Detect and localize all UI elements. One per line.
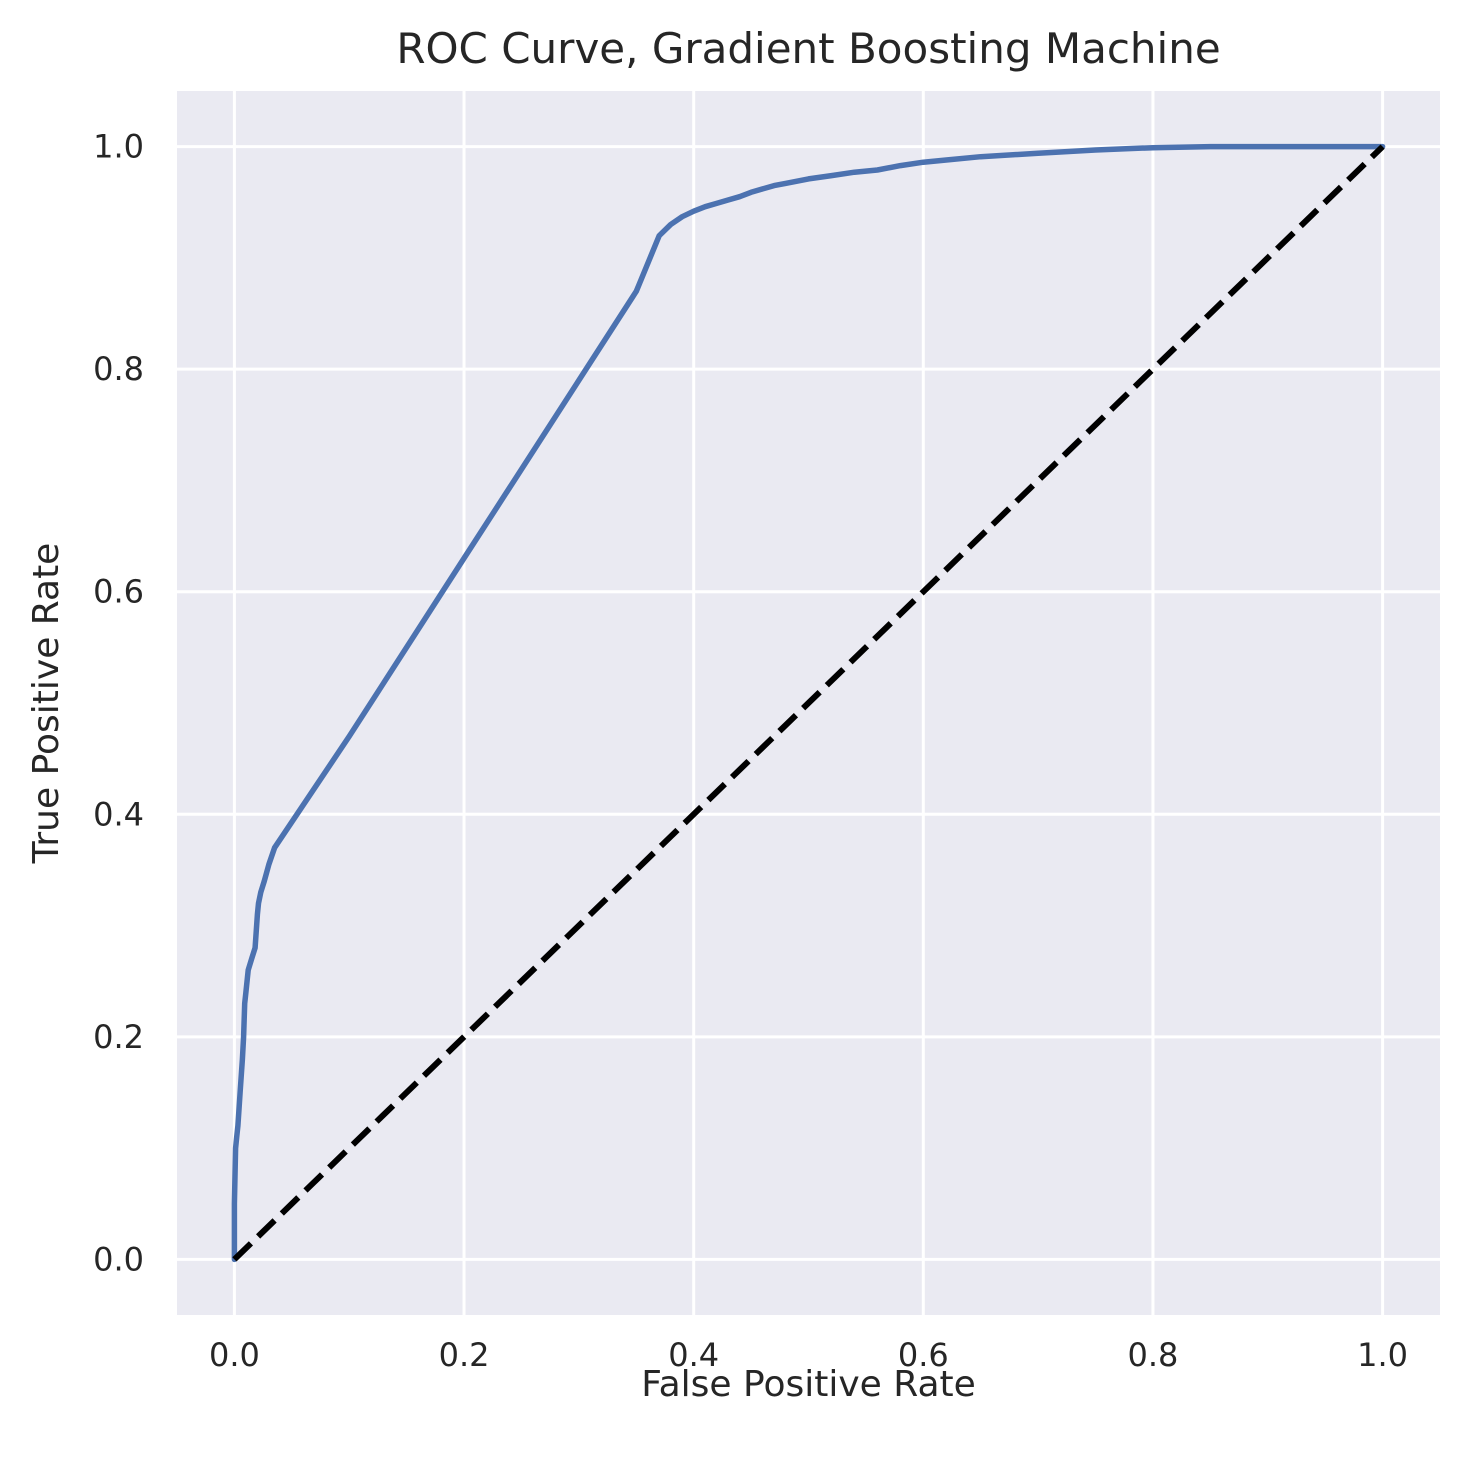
y-tick-label: 0.8 xyxy=(93,350,144,388)
series-layer xyxy=(231,143,1386,1263)
x-tick-label: 0.4 xyxy=(668,1336,719,1374)
x-axis-label: False Positive Rate xyxy=(641,1364,976,1405)
roc-curve-line xyxy=(231,143,1386,1263)
grid-lines xyxy=(177,91,1440,1315)
x-tick-label: 0.2 xyxy=(439,1336,490,1374)
y-tick-label: 0.4 xyxy=(93,795,144,833)
x-tick-labels: 0.0 0.2 0.4 0.6 0.8 1.0 xyxy=(209,1336,1408,1374)
y-tick-label: 1.0 xyxy=(93,128,144,166)
x-tick-label: 0.0 xyxy=(209,1336,260,1374)
x-tick-label: 1.0 xyxy=(1357,1336,1408,1374)
x-tick-label: 0.6 xyxy=(898,1336,949,1374)
y-axis-label: True Positive Rate xyxy=(26,543,67,865)
y-tick-label: 0.6 xyxy=(93,573,144,611)
reference-diagonal-line xyxy=(232,144,1385,1262)
y-tick-labels: 0.0 0.2 0.4 0.6 0.8 1.0 xyxy=(93,128,144,1279)
chart-title: ROC Curve, Gradient Boosting Machine xyxy=(396,24,1220,73)
y-tick-label: 0.2 xyxy=(93,1018,144,1056)
x-tick-label: 0.8 xyxy=(1128,1336,1179,1374)
y-tick-label: 0.0 xyxy=(93,1240,144,1278)
